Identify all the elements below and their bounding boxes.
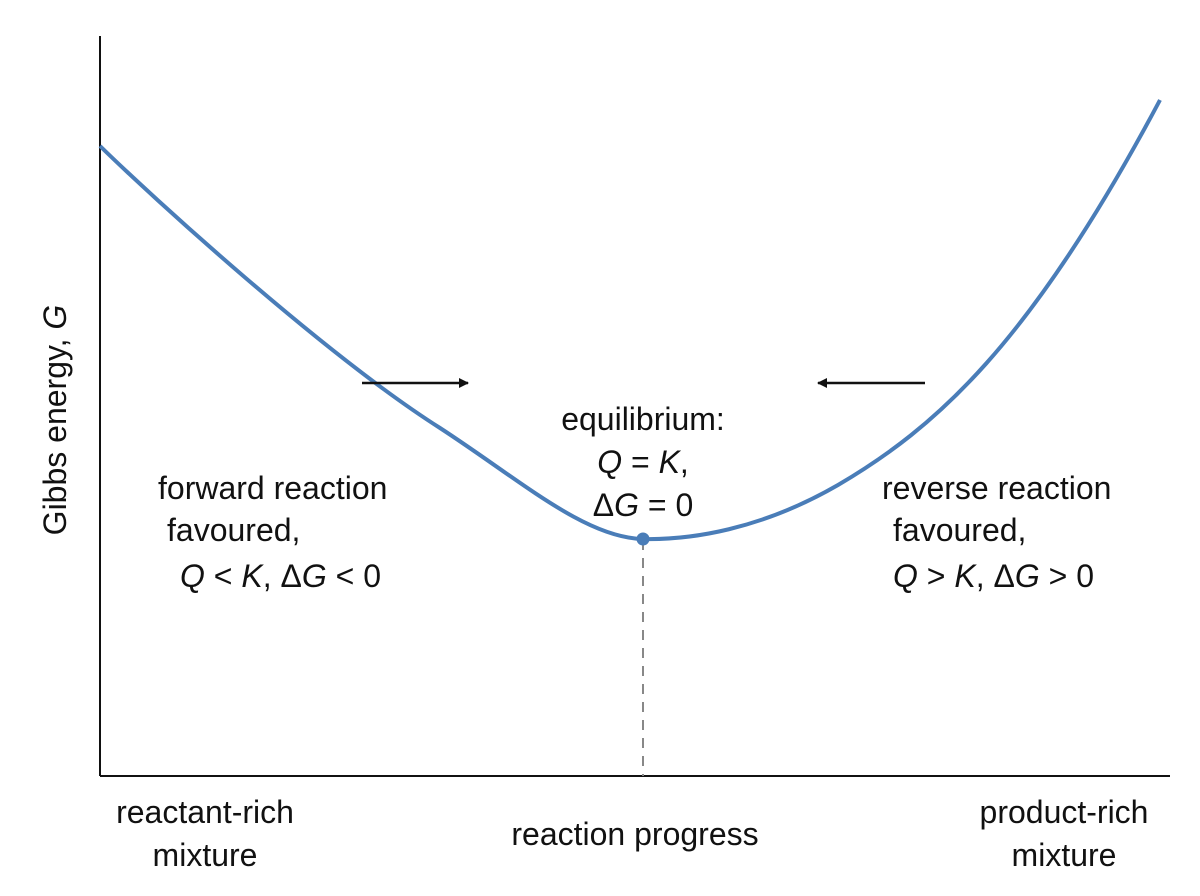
y-axis-label: Gibbs energy, G xyxy=(37,305,73,536)
forward-label-line1: forward reaction xyxy=(158,470,387,506)
reverse-label-line1: reverse reaction xyxy=(882,470,1111,506)
equilibrium-label-line2: Q = K, xyxy=(597,444,689,480)
equilibrium-label-line3: ΔG = 0 xyxy=(593,487,694,523)
forward-label-line2: favoured, xyxy=(167,512,300,548)
x-axis-label: reaction progress xyxy=(511,816,758,852)
x-left-label-line1: reactant-rich xyxy=(116,794,294,830)
forward-label-line3: Q < K, ΔG < 0 xyxy=(180,558,381,594)
equilibrium-label-line1: equilibrium: xyxy=(561,401,725,437)
reverse-label-line3: Q > K, ΔG > 0 xyxy=(893,558,1094,594)
x-left-label-line2: mixture xyxy=(153,837,258,873)
x-right-label-line2: mixture xyxy=(1012,837,1117,873)
x-right-label-line1: product-rich xyxy=(980,794,1149,830)
equilibrium-point xyxy=(636,532,650,546)
reverse-label-line2: favoured, xyxy=(893,512,1026,548)
